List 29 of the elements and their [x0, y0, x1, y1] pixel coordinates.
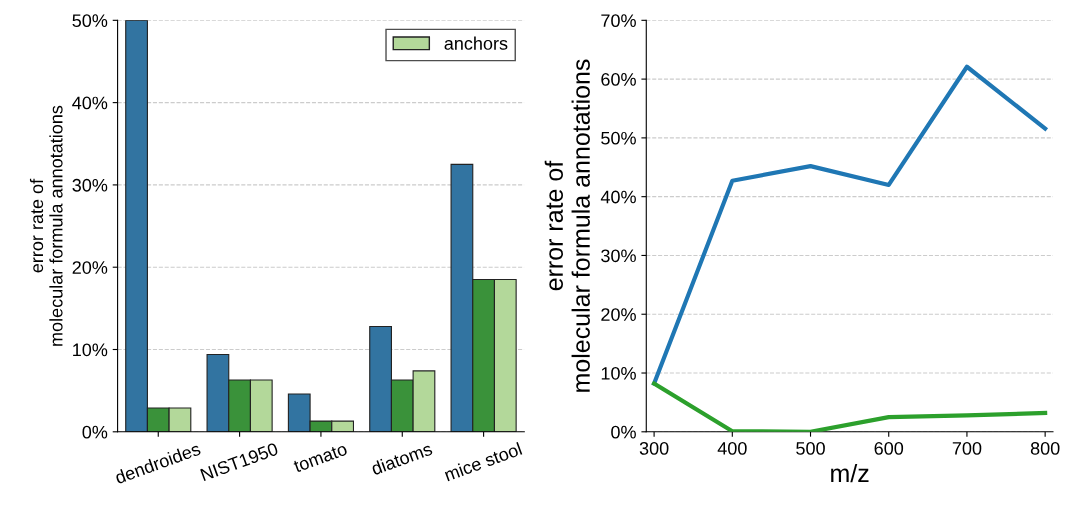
y-tick-label: 50%: [601, 131, 636, 145]
x-tick-label: diatoms: [370, 441, 434, 476]
x-tick-label: 800: [1030, 442, 1060, 455]
x-tick-label: 300: [639, 442, 669, 455]
legend-label: anchors: [444, 36, 508, 50]
y-axis-title: error rate of molecular formula annotations: [544, 59, 590, 392]
y-tick-label: 20%: [72, 261, 108, 274]
x-tick-label: 500: [796, 442, 825, 455]
y-tick-label: 20%: [601, 308, 636, 321]
y-tick-label: 30%: [72, 178, 108, 192]
y-tick-label: 0%: [82, 425, 108, 439]
line-series: [652, 64, 1048, 386]
y-tick-label: 0%: [611, 425, 636, 439]
x-tick-label: 400: [717, 442, 747, 455]
y-tick-label: 10%: [601, 366, 636, 380]
y-tick-label: 60%: [601, 73, 636, 86]
y-axis-title: error rate of molecular formula annotations: [29, 105, 63, 346]
x-tick-label: tomato: [292, 443, 348, 473]
y-tick-label: 70%: [601, 14, 636, 28]
y-tick-label: 40%: [600, 190, 636, 204]
y-tick-label: 40%: [72, 96, 108, 110]
x-tick-label: mice stool: [443, 441, 523, 482]
x-tick-label: 700: [952, 442, 982, 455]
x-axis-title: m/z: [831, 463, 869, 483]
line-series: [652, 381, 1048, 432]
y-tick-label: 30%: [601, 249, 636, 263]
y-tick-label: 50%: [72, 14, 108, 28]
x-tick-label: 600: [874, 442, 904, 455]
y-tick-label: 10%: [73, 343, 108, 357]
